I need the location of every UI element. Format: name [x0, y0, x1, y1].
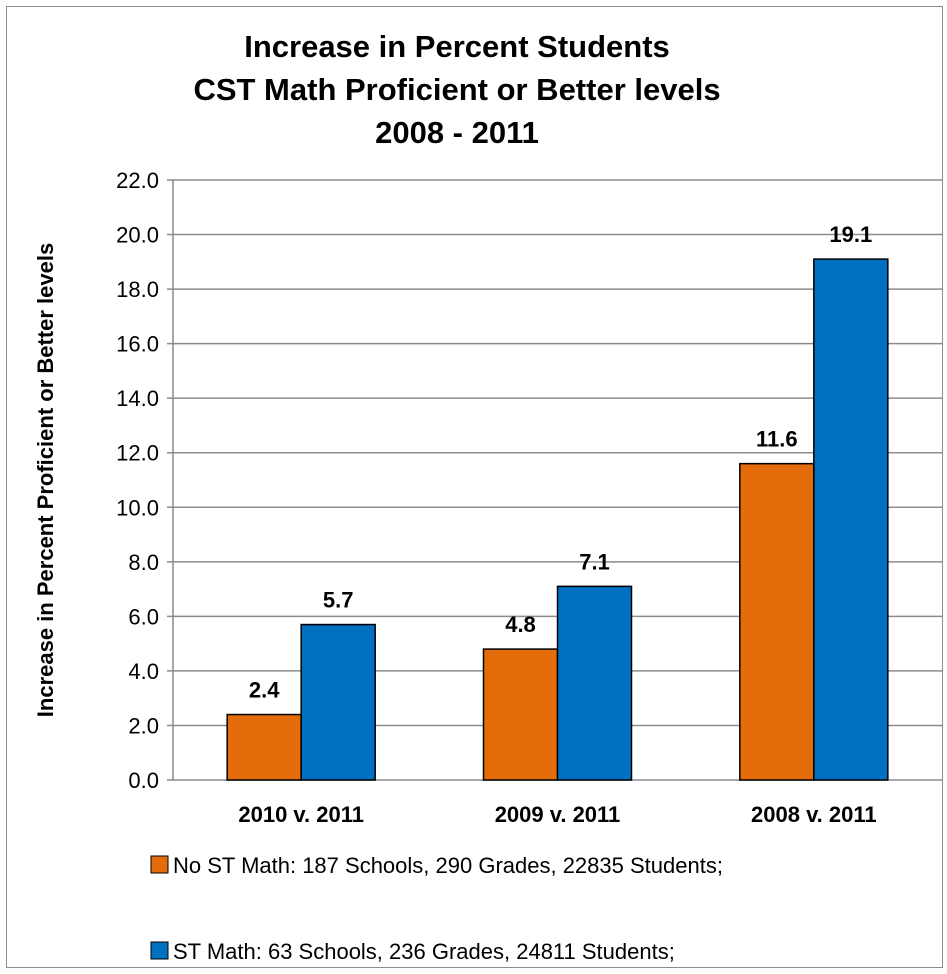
data-labels: 2.4 5.7 4.8 7.1 11.6 19.1: [249, 222, 872, 702]
gridlines: [167, 179, 942, 781]
data-label: 4.8: [505, 612, 536, 637]
data-label: 11.6: [756, 427, 798, 452]
y-tick-label: 12.0: [116, 441, 159, 466]
legend-entry: No ST Math: 187 Schools, 290 Grades, 228…: [173, 853, 723, 878]
y-tick-label: 6.0: [128, 604, 159, 629]
y-tick-label: 22.0: [116, 168, 159, 193]
chart-frame: Increase in Percent Students CST Math Pr…: [6, 6, 943, 968]
y-tick-label: 0.0: [128, 768, 159, 793]
legend-swatch: [150, 855, 169, 874]
bar-st-math: [813, 258, 889, 781]
legend-entry: ST Math: 63 Schools, 236 Grades, 24811 S…: [173, 939, 675, 964]
y-tick-label: 8.0: [128, 550, 159, 575]
bar-st-math: [300, 623, 376, 781]
chart-title: Increase in Percent Students CST Math Pr…: [193, 29, 720, 150]
bar-no-st-math: [739, 462, 815, 781]
bar-no-st-math: [226, 713, 302, 781]
bar-st-math: [556, 585, 633, 781]
y-axis-ticks: 0.0 2.0 4.0 6.0 8.0 10.0 12.0 14.0 16.0 18.0 20.0 2…: [116, 168, 159, 793]
y-axis-label: Increase in Percent Proficient or Better…: [33, 243, 58, 717]
y-tick-label: 18.0: [116, 277, 159, 302]
data-label: 2.4: [249, 678, 280, 703]
y-tick-label: 10.0: [116, 495, 159, 520]
title-line-1: Increase in Percent Students: [244, 29, 670, 64]
y-tick-label: 20.0: [116, 223, 159, 248]
data-label: 19.1: [829, 222, 872, 247]
x-axis-categories: 2010 v. 2011 2009 v. 2011 2008 v. 2011: [238, 802, 876, 827]
y-tick-label: 16.0: [116, 332, 159, 357]
legend-swatch: [150, 941, 169, 960]
data-label: 7.1: [579, 549, 610, 574]
x-category-label: 2008 v. 2011: [751, 802, 877, 827]
x-category-label: 2010 v. 2011: [238, 802, 364, 827]
y-tick-label: 4.0: [128, 659, 159, 684]
bar-chart: Increase in Percent Students CST Math Pr…: [33, 29, 942, 964]
bars: [226, 258, 889, 781]
bar-no-st-math: [482, 648, 559, 781]
data-label: 5.7: [323, 588, 354, 613]
title-line-3: 2008 - 2011: [375, 115, 539, 150]
title-line-2: CST Math Proficient or Better levels: [193, 72, 720, 107]
legend: No ST Math: 187 Schools, 290 Grades, 228…: [150, 853, 723, 964]
y-tick-label: 2.0: [128, 713, 159, 738]
x-category-label: 2009 v. 2011: [495, 802, 621, 827]
y-tick-label: 14.0: [116, 386, 159, 411]
